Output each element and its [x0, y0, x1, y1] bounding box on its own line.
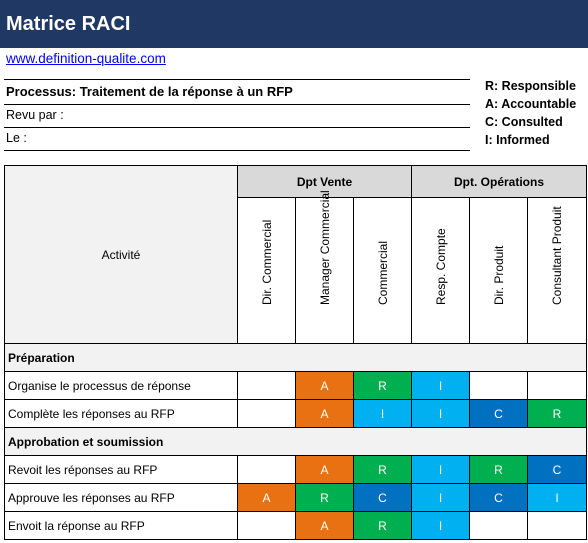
- raci-cell: A: [295, 399, 354, 428]
- raci-cell: R: [353, 511, 412, 540]
- date-label: Le :: [6, 131, 27, 145]
- table-row: Approuve les réponses au RFP A R C I C I: [4, 483, 588, 512]
- raci-cell: C: [353, 483, 412, 512]
- raci-cell: C: [526, 455, 588, 484]
- role-header: Manager Commercial: [295, 190, 354, 344]
- raci-cell: [237, 371, 296, 400]
- raci-cell: I: [411, 455, 470, 484]
- section-title: Approbation et soumission: [3, 427, 588, 456]
- activity-cell: Complète les réponses au RFP: [4, 399, 238, 428]
- raci-cell: I: [411, 511, 470, 540]
- activity-cell: Revoit les réponses au RFP: [4, 455, 238, 484]
- raci-cell: [469, 371, 528, 400]
- group-header-vente: Dpt Vente: [237, 165, 412, 198]
- divider: [4, 104, 470, 105]
- section-row: Approbation et soumission: [3, 427, 588, 456]
- reviewed-by-label: Revu par :: [6, 108, 64, 122]
- activity-cell: Approuve les réponses au RFP: [4, 483, 238, 512]
- raci-cell: [526, 511, 588, 540]
- raci-cell: R: [469, 455, 528, 484]
- activity-header: Activité: [4, 165, 238, 344]
- raci-cell: [237, 511, 296, 540]
- raci-cell: [469, 511, 528, 540]
- activity-cell: Envoit la réponse au RFP: [4, 511, 238, 540]
- table-row: Complète les réponses au RFP A I I C R: [4, 399, 588, 428]
- divider: [4, 150, 470, 151]
- raci-cell: A: [295, 455, 354, 484]
- table-row: Envoit la réponse au RFP A R I: [4, 511, 588, 540]
- raci-cell: I: [526, 483, 588, 512]
- divider: [4, 79, 470, 80]
- website-link[interactable]: www.definition-qualite.com: [6, 51, 166, 66]
- page-title: Matrice RACI: [0, 0, 588, 48]
- activity-cell: Organise le processus de réponse: [4, 371, 238, 400]
- divider: [4, 127, 470, 128]
- legend-responsible: R: Responsible: [485, 79, 576, 93]
- raci-cell: C: [469, 483, 528, 512]
- raci-cell: [237, 399, 296, 428]
- legend-informed: I: Informed: [485, 133, 550, 147]
- table-row: Organise le processus de réponse A R I: [4, 371, 588, 400]
- raci-cell: R: [526, 399, 588, 428]
- raci-cell: I: [411, 483, 470, 512]
- raci-cell: A: [295, 371, 354, 400]
- raci-legend: R: Responsible A: Accountable C: Consult…: [485, 77, 576, 149]
- legend-consulted: C: Consulted: [485, 115, 563, 129]
- raci-cell: R: [353, 371, 412, 400]
- role-header: Commercial: [353, 197, 412, 344]
- section-row: Préparation: [3, 343, 588, 372]
- raci-cell: R: [353, 455, 412, 484]
- role-header: Resp. Compte: [411, 197, 470, 344]
- raci-cell: R: [295, 483, 354, 512]
- raci-cell: C: [469, 399, 528, 428]
- raci-matrix: Activité Dpt Vente Dpt. Opérations Dir. …: [3, 165, 588, 540]
- role-header: Dir. Commercial: [237, 197, 296, 344]
- section-title: Préparation: [3, 343, 588, 372]
- raci-cell: [526, 371, 588, 400]
- role-header: Dir. Produit: [469, 197, 528, 344]
- group-header-operations: Dpt. Opérations: [410, 165, 588, 198]
- raci-cell: A: [237, 483, 296, 512]
- legend-accountable: A: Accountable: [485, 97, 577, 111]
- role-header: Consultant Produit: [526, 197, 588, 344]
- raci-cell: I: [411, 371, 470, 400]
- raci-cell: I: [411, 399, 470, 428]
- raci-cell: [237, 455, 296, 484]
- table-row: Revoit les réponses au RFP A R I R C: [4, 455, 588, 484]
- process-label: Processus: Traitement de la réponse à un…: [6, 84, 293, 99]
- raci-cell: A: [295, 511, 354, 540]
- raci-cell: I: [353, 399, 412, 428]
